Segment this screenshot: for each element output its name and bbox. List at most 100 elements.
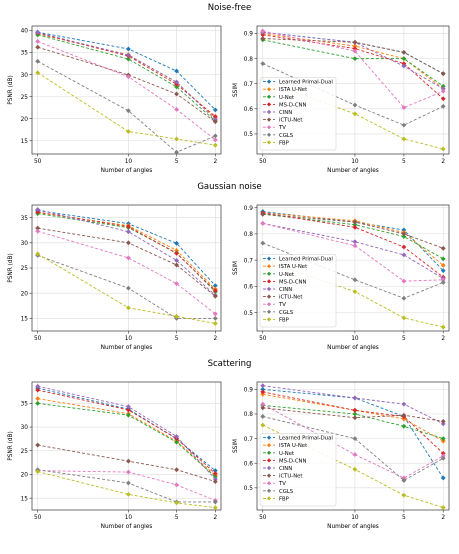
series-line-ms-d-cnn xyxy=(37,211,216,292)
data-point xyxy=(125,305,131,311)
legend-marker xyxy=(266,294,272,299)
data-point xyxy=(352,466,358,472)
data-point xyxy=(174,149,179,155)
legend-label: ISTA U-Net xyxy=(279,87,307,93)
data-point xyxy=(401,61,407,67)
data-point xyxy=(125,224,131,230)
chart-panel-gaussian-noise-psnr: 15 20 25 30 35 50 10 5 2 Number of angles PSNR (dB… xyxy=(8,204,222,351)
y-tick-label: 0.6 xyxy=(244,461,254,467)
legend-marker xyxy=(266,79,272,84)
data-point xyxy=(401,227,407,233)
x-tick-label: 2 xyxy=(213,159,217,165)
data-point xyxy=(125,56,131,62)
data-point xyxy=(352,111,358,117)
data-point xyxy=(440,268,446,274)
data-point xyxy=(401,295,407,301)
data-point xyxy=(352,56,358,62)
y-tick-label: 0.8 xyxy=(244,232,254,238)
data-point xyxy=(440,475,446,481)
y-tick-label: 15 xyxy=(21,496,29,502)
section-title-scattering: Scattering xyxy=(208,359,252,369)
data-point xyxy=(125,229,131,235)
data-point xyxy=(440,86,446,92)
legend-label: CGLS xyxy=(279,133,294,139)
series-line-ista-u-net xyxy=(262,33,444,90)
series-line-fbp xyxy=(37,253,216,324)
legend-marker xyxy=(266,279,272,284)
data-point xyxy=(35,209,41,215)
series-line-ms-d-cnn xyxy=(262,34,444,100)
data-point xyxy=(260,414,266,419)
series-line-cgls xyxy=(37,60,216,153)
series-line-tv xyxy=(37,41,216,141)
data-point xyxy=(125,129,131,134)
data-point xyxy=(352,452,358,458)
data-point xyxy=(352,219,358,225)
x-tick-label: 10 xyxy=(351,336,359,342)
data-point xyxy=(440,277,446,283)
data-point xyxy=(401,278,407,284)
data-point xyxy=(401,315,407,321)
x-tick-label: 2 xyxy=(213,515,217,521)
data-point xyxy=(125,458,131,464)
legend-label: iCTU-Net xyxy=(279,295,303,301)
series-line-ictu-net xyxy=(37,227,216,297)
data-point xyxy=(125,480,131,486)
data-point xyxy=(352,277,358,283)
series-line-cinn xyxy=(37,32,216,120)
data-point xyxy=(35,228,41,234)
data-point xyxy=(352,289,358,295)
data-point xyxy=(174,247,179,253)
data-point xyxy=(35,251,41,257)
data-point xyxy=(401,63,407,69)
y-tick-label: 30 xyxy=(21,425,29,431)
x-tick-label: 10 xyxy=(351,159,359,165)
x-axis-label: Number of angles xyxy=(101,524,153,530)
data-point xyxy=(125,412,131,418)
data-point xyxy=(352,407,358,413)
legend-marker xyxy=(266,450,272,455)
series-line-cinn xyxy=(37,385,216,480)
series-line-ista-u-net xyxy=(262,393,444,442)
y-tick-label: 30 xyxy=(21,73,29,79)
series-line-cgls xyxy=(37,254,216,319)
legend-marker xyxy=(266,488,272,493)
y-tick-label: 30 xyxy=(21,241,29,247)
legend-label: Learned Primal-Dual xyxy=(279,436,333,442)
data-point xyxy=(125,74,131,80)
legend-label: U-Net xyxy=(279,272,294,278)
series-line-ictu-net xyxy=(37,46,216,123)
data-point xyxy=(125,108,131,114)
y-tick-label: 25 xyxy=(21,95,29,101)
series-line-fbp xyxy=(262,259,444,328)
x-tick-label: 2 xyxy=(441,515,445,521)
y-tick-label: 0.8 xyxy=(244,412,254,418)
data-point xyxy=(401,122,407,128)
data-point xyxy=(440,421,446,427)
data-point xyxy=(352,395,358,401)
y-tick-label: 0.6 xyxy=(244,107,254,113)
data-point xyxy=(212,479,218,484)
y-tick-label: 35 xyxy=(21,51,29,57)
x-tick-label: 10 xyxy=(125,336,133,342)
x-tick-label: 10 xyxy=(125,159,133,165)
series-line-cgls xyxy=(262,242,444,299)
legend-label: CINN xyxy=(279,466,292,472)
legend-marker xyxy=(266,473,272,478)
data-point xyxy=(125,469,131,475)
legend-marker xyxy=(266,458,272,463)
legend-marker xyxy=(266,481,272,486)
x-axis-label: Number of angles xyxy=(101,168,153,174)
axes-frame xyxy=(256,25,450,155)
y-tick-label: 40 xyxy=(21,29,29,35)
series-line-u-net xyxy=(37,402,216,478)
series-line-fbp xyxy=(37,471,216,509)
data-point xyxy=(174,91,179,97)
data-point xyxy=(260,386,266,392)
x-tick-label: 5 xyxy=(175,515,179,521)
data-point xyxy=(212,119,218,125)
x-tick-label: 50 xyxy=(259,515,267,521)
series-line-ista-u-net xyxy=(37,398,216,476)
data-point xyxy=(260,391,266,397)
data-point xyxy=(440,450,446,456)
